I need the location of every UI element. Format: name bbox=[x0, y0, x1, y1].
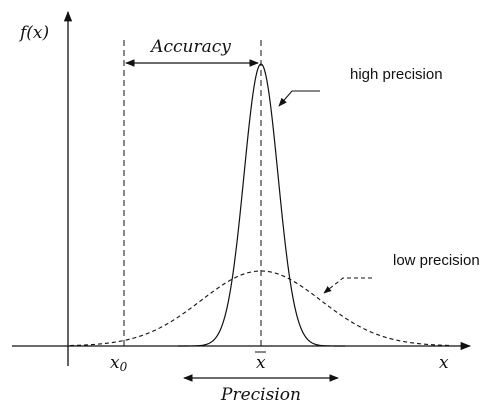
mean-label: x bbox=[256, 353, 266, 373]
x0-label: x0 bbox=[110, 353, 128, 374]
precision-label: Precision bbox=[220, 385, 301, 404]
high-precision-label: high precision bbox=[350, 66, 443, 83]
low-precision-curve bbox=[69, 270, 453, 347]
accuracy-label: Accuracy bbox=[149, 37, 231, 57]
y-axis-label: f(x) bbox=[18, 23, 49, 43]
x-axis-label: x bbox=[439, 353, 449, 373]
high-precision-pointer bbox=[278, 90, 320, 107]
low-precision-pointer bbox=[323, 277, 372, 294]
low-precision-label: low precision bbox=[393, 252, 480, 269]
high-precision-curve bbox=[178, 63, 345, 347]
